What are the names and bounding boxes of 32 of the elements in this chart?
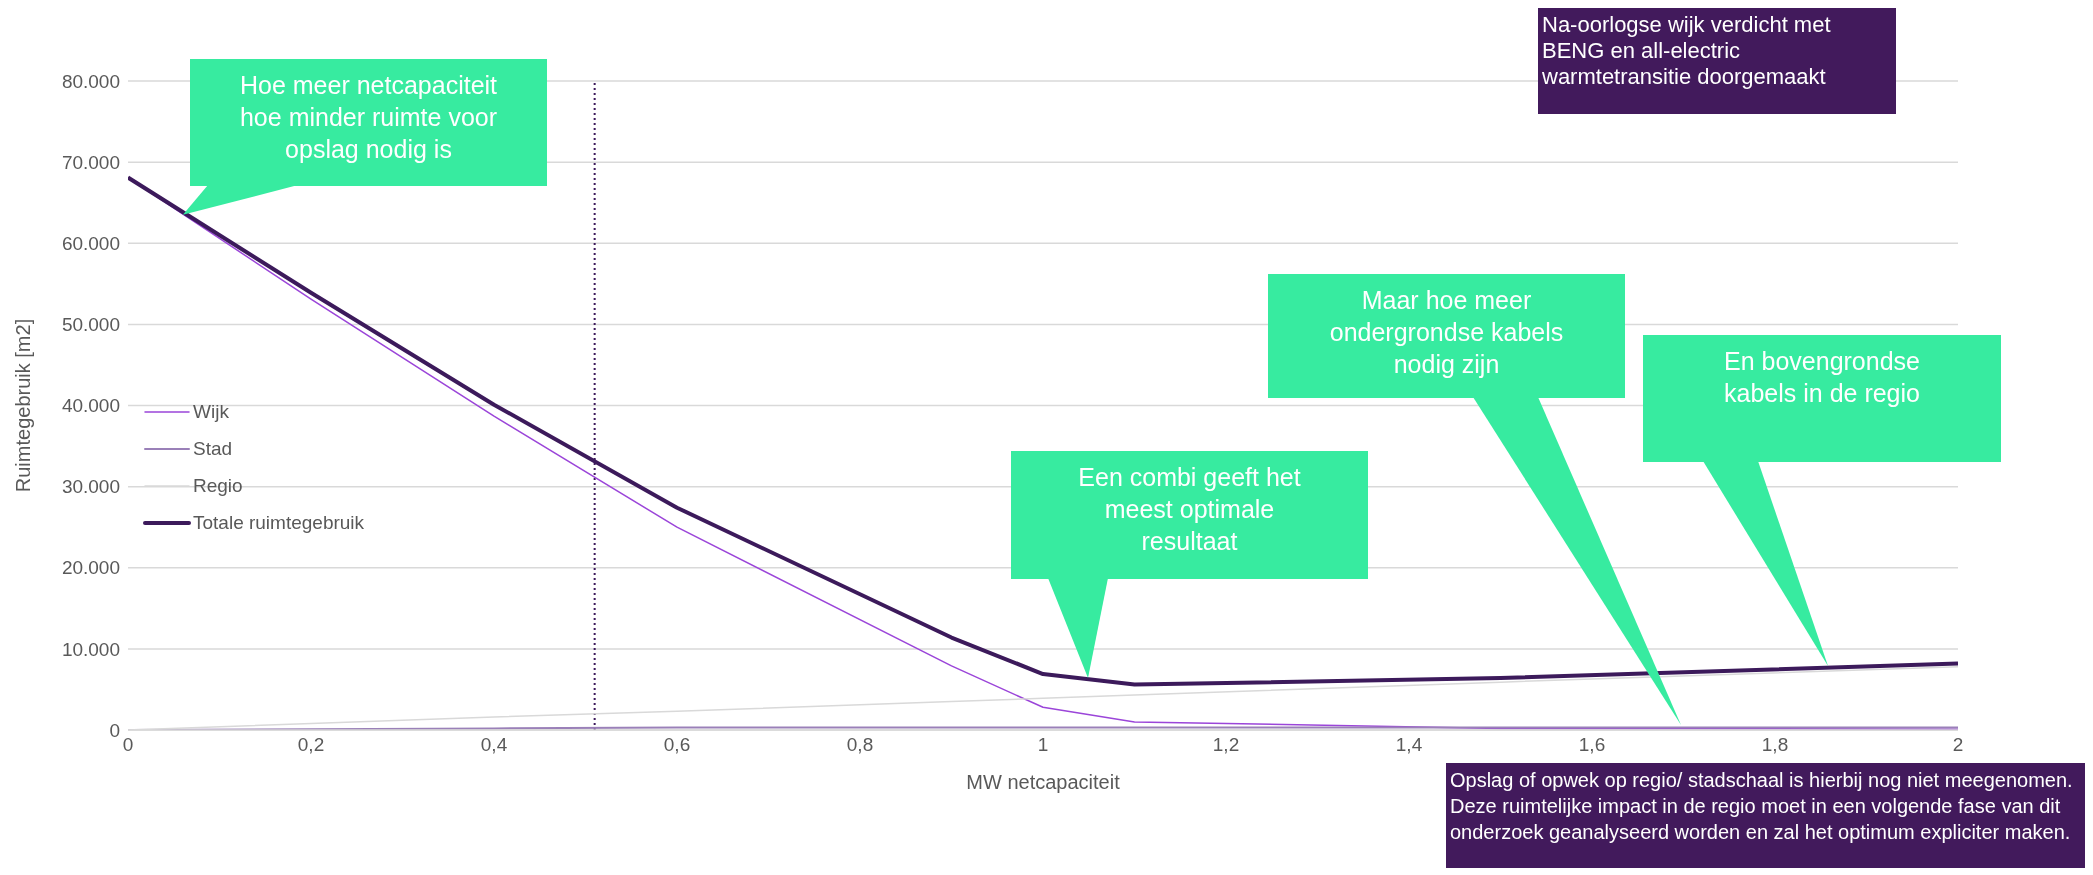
y-tick-label: 20.000 — [61, 557, 120, 579]
y-tick-label: 0 — [109, 719, 120, 741]
y-tick-label: 50.000 — [61, 314, 120, 336]
x-tick-label: 0,4 — [480, 734, 508, 756]
x-axis-title: MW netcapaciteit — [966, 771, 1121, 794]
annotation: Na-oorlogse wijk verdicht met BENG en all-electric warmtetransitie doorgemaakt — [1538, 8, 1896, 114]
x-tick-label: 0,8 — [846, 734, 874, 756]
legend-label: Totale ruimtegebruik — [193, 511, 365, 534]
x-tick-label: 1,6 — [1578, 734, 1606, 756]
y-axis-title: Ruimtegebruik [m2] — [12, 318, 35, 493]
legend-label: Wijk — [193, 400, 229, 423]
x-tick-label: 0,2 — [297, 734, 325, 756]
y-tick-label: 10.000 — [61, 638, 120, 660]
x-tick-label: 1 — [1037, 734, 1049, 756]
annotation: Maar hoe meer ondergrondse kabels nodig zijn — [1268, 274, 1625, 398]
text: Opslag of opwek op regio/ stadschaal is hierbij nog niet meegenomen. Deze ruimtelijke impact in de regio moet in een volgende fase van dit onderzoek geanalyseerd worden en zal het optimum expliciter maken. — [1446, 763, 2085, 868]
y-tick-label: 80.000 — [61, 70, 120, 92]
x-tick-label: 2 — [1952, 734, 1964, 756]
x-tick-label: 0 — [122, 734, 134, 756]
y-tick-label: 70.000 — [61, 151, 120, 173]
x-tick-label: 0,6 — [663, 734, 691, 756]
x-tick-label: 1,4 — [1395, 734, 1423, 756]
annotation: Een combi geeft het meest optimale resultaat — [1011, 451, 1368, 579]
y-tick-label: 30.000 — [61, 476, 120, 498]
y-tick-label: 60.000 — [61, 232, 120, 254]
legend-label: Stad — [193, 437, 233, 460]
legend-label: Regio — [193, 474, 243, 497]
x-tick-label: 1,8 — [1761, 734, 1789, 756]
annotation: En bovengrondse kabels in de regio — [1643, 335, 2001, 462]
annotation: Hoe meer netcapaciteit hoe minder ruimte voor opslag nodig is — [190, 59, 547, 186]
y-tick-label: 40.000 — [61, 395, 120, 417]
x-tick-label: 1,2 — [1212, 734, 1240, 756]
